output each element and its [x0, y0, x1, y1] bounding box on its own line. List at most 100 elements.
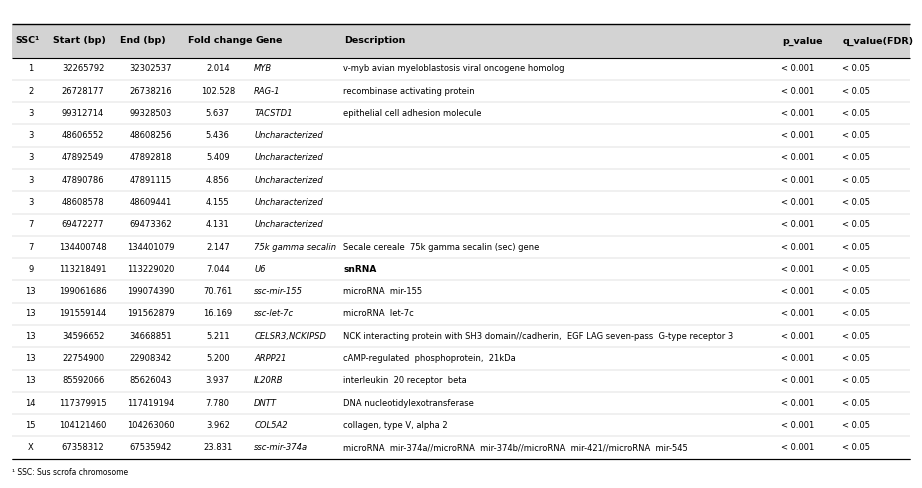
Text: 48608256: 48608256 [129, 131, 171, 140]
Bar [12, 236, 910, 258]
Text: 3: 3 [28, 131, 33, 140]
Text: 67358312: 67358312 [62, 443, 104, 452]
Text: CELSR3,NCKIPSD: CELSR3,NCKIPSD [254, 332, 326, 341]
Bar [12, 325, 910, 347]
Bar [12, 169, 910, 191]
Text: 5.637: 5.637 [206, 109, 230, 118]
Text: < 0.05: < 0.05 [842, 376, 869, 385]
Text: 199061686: 199061686 [59, 287, 107, 296]
Text: 4.155: 4.155 [206, 198, 230, 207]
Text: DNA nucleotidylexotransferase: DNA nucleotidylexotransferase [343, 399, 474, 407]
Text: < 0.001: < 0.001 [781, 153, 814, 163]
Bar [12, 369, 910, 392]
Text: Start (bp): Start (bp) [53, 37, 106, 45]
Text: collagen, type V, alpha 2: collagen, type V, alpha 2 [343, 421, 448, 430]
Bar [12, 214, 910, 236]
Text: < 0.001: < 0.001 [781, 86, 814, 96]
Text: 7: 7 [28, 243, 33, 251]
Text: 99312714: 99312714 [62, 109, 104, 118]
Text: < 0.05: < 0.05 [842, 287, 869, 296]
Text: 69473362: 69473362 [129, 220, 171, 229]
Text: 22908342: 22908342 [129, 354, 171, 363]
Text: 47892818: 47892818 [129, 153, 171, 163]
Text: < 0.001: < 0.001 [781, 64, 814, 73]
Text: Uncharacterized: Uncharacterized [254, 176, 323, 184]
Text: microRNA  let-7c: microRNA let-7c [343, 309, 414, 318]
Text: 4.856: 4.856 [206, 176, 230, 184]
Text: snRNA: snRNA [343, 265, 376, 274]
Text: MYB: MYB [254, 64, 272, 73]
Text: DNTT: DNTT [254, 399, 278, 407]
Text: 3.962: 3.962 [206, 421, 230, 430]
Text: Uncharacterized: Uncharacterized [254, 198, 323, 207]
Text: 47890786: 47890786 [62, 176, 104, 184]
Text: 191559144: 191559144 [59, 309, 107, 318]
Text: 47891115: 47891115 [129, 176, 171, 184]
Text: 134401079: 134401079 [126, 243, 174, 251]
Bar [12, 102, 910, 124]
Text: 48608578: 48608578 [62, 198, 104, 207]
Text: 67535942: 67535942 [129, 443, 171, 452]
Text: 99328503: 99328503 [129, 109, 171, 118]
Text: 48609441: 48609441 [129, 198, 171, 207]
Text: 34596652: 34596652 [62, 332, 104, 341]
Text: 3.937: 3.937 [206, 376, 230, 385]
Text: 13: 13 [26, 354, 36, 363]
Text: 1: 1 [28, 64, 33, 73]
Text: ¹ SSC: Sus scrofa chromosome: ¹ SSC: Sus scrofa chromosome [12, 468, 128, 477]
Bar [12, 303, 910, 325]
Text: 13: 13 [26, 287, 36, 296]
Text: 16.169: 16.169 [203, 309, 232, 318]
Text: Secale cereale  75k gamma secalin (sec) gene: Secale cereale 75k gamma secalin (sec) g… [343, 243, 539, 251]
Text: < 0.001: < 0.001 [781, 287, 814, 296]
Text: 3: 3 [28, 198, 33, 207]
Bar [12, 24, 910, 58]
Text: < 0.001: < 0.001 [781, 109, 814, 118]
Text: 5.211: 5.211 [206, 332, 230, 341]
Text: < 0.05: < 0.05 [842, 309, 869, 318]
Text: 26728177: 26728177 [62, 86, 104, 96]
Bar [12, 124, 910, 147]
Text: < 0.05: < 0.05 [842, 131, 869, 140]
Text: < 0.05: < 0.05 [842, 265, 869, 274]
Text: 85592066: 85592066 [62, 376, 104, 385]
Text: < 0.05: < 0.05 [842, 64, 869, 73]
Text: 13: 13 [26, 332, 36, 341]
Text: 2.014: 2.014 [206, 64, 230, 73]
Text: 13: 13 [26, 309, 36, 318]
Text: < 0.001: < 0.001 [781, 309, 814, 318]
Text: 32302537: 32302537 [129, 64, 171, 73]
Text: < 0.05: < 0.05 [842, 153, 869, 163]
Text: 3: 3 [28, 109, 33, 118]
Text: Uncharacterized: Uncharacterized [254, 153, 323, 163]
Text: Description: Description [344, 37, 406, 45]
Bar [12, 414, 910, 436]
Text: < 0.001: < 0.001 [781, 198, 814, 207]
Text: < 0.05: < 0.05 [842, 220, 869, 229]
Text: 3: 3 [28, 176, 33, 184]
Text: < 0.05: < 0.05 [842, 109, 869, 118]
Text: 69472277: 69472277 [62, 220, 104, 229]
Bar [12, 392, 910, 414]
Text: < 0.001: < 0.001 [781, 220, 814, 229]
Text: Gene: Gene [255, 37, 282, 45]
Text: 7.044: 7.044 [206, 265, 230, 274]
Text: 34668851: 34668851 [129, 332, 171, 341]
Text: < 0.001: < 0.001 [781, 176, 814, 184]
Bar [12, 281, 910, 303]
Text: < 0.05: < 0.05 [842, 176, 869, 184]
Text: 47892549: 47892549 [62, 153, 104, 163]
Bar [12, 147, 910, 169]
Bar [12, 191, 910, 214]
Text: 102.528: 102.528 [201, 86, 235, 96]
Text: 104263060: 104263060 [126, 421, 174, 430]
Text: < 0.001: < 0.001 [781, 243, 814, 251]
Text: 113229020: 113229020 [126, 265, 174, 274]
Text: 15: 15 [26, 421, 36, 430]
Text: ssc-mir-374a: ssc-mir-374a [254, 443, 308, 452]
Text: < 0.001: < 0.001 [781, 354, 814, 363]
Text: epithelial cell adhesion molecule: epithelial cell adhesion molecule [343, 109, 481, 118]
Bar [12, 58, 910, 80]
Text: 9: 9 [28, 265, 33, 274]
Text: 14: 14 [26, 399, 36, 407]
